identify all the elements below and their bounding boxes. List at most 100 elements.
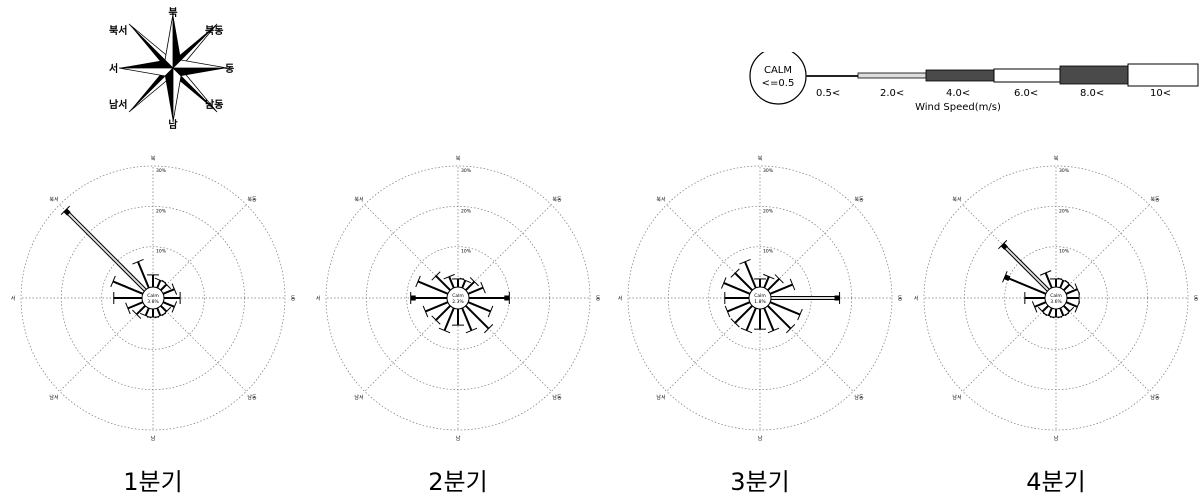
petal-cap <box>739 258 751 265</box>
petal-cap <box>422 305 429 318</box>
petal-bar <box>156 307 162 316</box>
ring-label: 30% <box>1059 168 1070 174</box>
petal-bar <box>723 282 751 295</box>
compass-label-sw: 남서 <box>109 98 127 111</box>
legend-bin-label: 2.0< <box>880 88 904 99</box>
petal <box>459 277 472 289</box>
petal <box>132 258 150 289</box>
petal-cap <box>139 312 152 319</box>
legend-calm-title: CALM <box>764 65 792 76</box>
petal-bar <box>443 307 455 331</box>
direction-label-nw: 북서 <box>354 196 363 203</box>
petal-bar <box>1044 272 1053 289</box>
petal-cap <box>730 268 740 278</box>
direction-label-sw: 남서 <box>49 394 58 401</box>
petal-bar <box>1004 275 1047 295</box>
grid-ring <box>20 165 286 431</box>
direction-label-e: 동 <box>291 296 296 302</box>
petal <box>162 283 178 295</box>
petal-bar <box>769 283 793 295</box>
grid-spoke <box>1055 204 1150 299</box>
petal <box>443 273 455 289</box>
ring-label: 20% <box>156 208 167 214</box>
petal <box>769 278 796 295</box>
calm-value: 3.8% <box>147 299 159 305</box>
calm-label: Calm <box>147 293 159 299</box>
petal-cap <box>480 281 486 294</box>
petal-bar <box>160 305 168 313</box>
petal <box>754 309 766 330</box>
petal-cap <box>1074 301 1081 313</box>
grid-ring <box>627 165 893 431</box>
petal <box>431 305 451 325</box>
petal-bar <box>448 276 455 289</box>
compass-label-nw: 북서 <box>109 24 127 37</box>
petal-bar <box>1041 305 1049 313</box>
petal-cap <box>1037 306 1048 317</box>
direction-label-se: 남동 <box>552 394 562 401</box>
petal-cap <box>997 239 1008 250</box>
grid-spoke <box>962 297 1057 392</box>
petal-bar <box>1059 307 1065 316</box>
direction-label-se: 남동 <box>247 394 257 401</box>
petal-cap <box>171 301 178 313</box>
petal-cap <box>789 278 796 291</box>
legend-bin-label: 6.0< <box>1014 88 1038 99</box>
petal-cap <box>443 273 455 280</box>
compass-label-w: 서 <box>109 62 118 75</box>
petal-cap <box>465 327 478 334</box>
direction-label-ne: 북동 <box>854 197 864 203</box>
grid-spoke <box>152 204 247 299</box>
legend-bin-label: 10< <box>1150 88 1171 99</box>
petal-cap <box>763 273 775 280</box>
ring-label: 30% <box>156 168 167 174</box>
petal <box>1067 292 1080 304</box>
petal <box>113 292 142 304</box>
ring-label: 10% <box>1059 249 1070 255</box>
legend-calm-value: <=0.5 <box>762 78 795 89</box>
petal-bar <box>467 301 491 313</box>
legend-bin-label: 0.5< <box>816 88 840 99</box>
petal-cap <box>724 305 731 318</box>
petal <box>467 301 494 318</box>
petal-cap <box>730 318 740 328</box>
petal-bar <box>727 301 751 313</box>
petal <box>147 274 159 287</box>
petal <box>410 292 447 304</box>
ring-label: 10% <box>156 249 167 255</box>
petal <box>162 301 178 313</box>
legend-bar-1 <box>857 72 927 79</box>
petal-head <box>63 208 71 216</box>
petal-cap <box>431 315 441 325</box>
petal-bar <box>465 305 490 330</box>
petal-cap <box>740 327 753 334</box>
petal-cap <box>171 283 178 295</box>
period-label-q4: 4분기 <box>1026 468 1086 496</box>
petal-cap <box>1064 279 1075 290</box>
petal-bar <box>135 305 146 316</box>
petal <box>467 281 486 295</box>
ring-label: 30% <box>763 168 774 174</box>
petal <box>767 274 784 291</box>
direction-label-n: 북 <box>1054 156 1059 162</box>
legend-bar-3 <box>993 68 1061 83</box>
petal-bar <box>144 307 150 316</box>
compass-label-n: 북 <box>168 7 177 19</box>
petal-bar <box>745 307 757 331</box>
petal-bar <box>1065 288 1078 295</box>
petal <box>1031 301 1047 313</box>
calm-value: 2.3% <box>452 299 464 305</box>
petal-bar <box>127 301 144 310</box>
petal-cap <box>767 327 780 334</box>
compass-label-e: 동 <box>225 63 234 75</box>
direction-label-w: 서 <box>11 295 16 302</box>
petal-cap <box>774 274 784 284</box>
petal-cap <box>132 258 144 265</box>
petal <box>461 307 478 334</box>
petal <box>132 305 146 319</box>
ring-label: 20% <box>763 208 774 214</box>
petal <box>1024 292 1045 304</box>
petal-bar <box>435 275 451 291</box>
petal-cap <box>720 277 727 289</box>
petal-cap <box>431 271 441 281</box>
